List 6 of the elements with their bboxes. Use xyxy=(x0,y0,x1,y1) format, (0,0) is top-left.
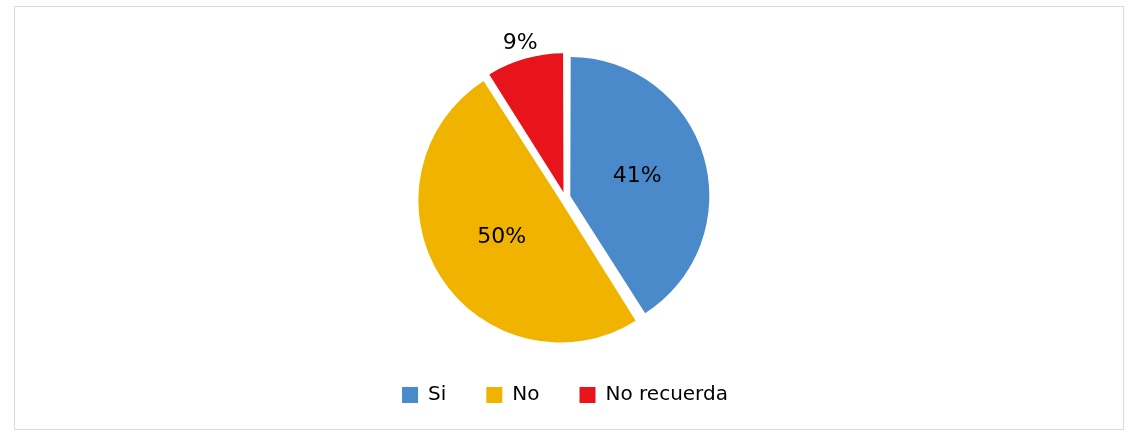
legend-label: No recuerda xyxy=(605,381,728,406)
data-label: 9% xyxy=(502,29,538,55)
legend-label: No xyxy=(512,381,540,406)
legend-label: Si xyxy=(428,381,447,406)
data-label: 50% xyxy=(477,223,527,249)
data-label: 41% xyxy=(612,162,662,188)
